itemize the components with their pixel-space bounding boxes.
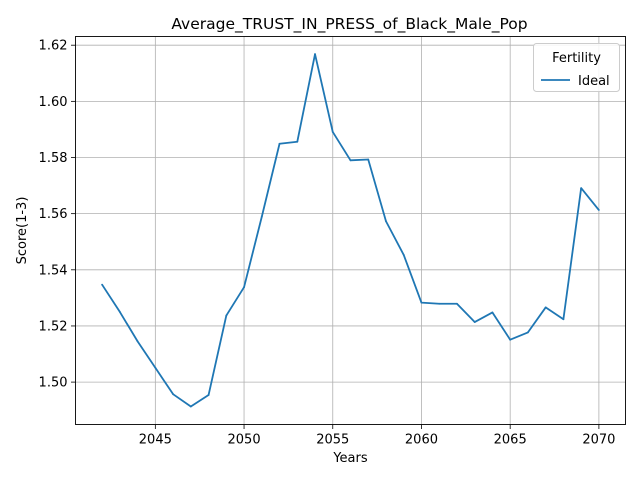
data-point	[243, 286, 245, 289]
data-point	[172, 393, 174, 396]
data-point	[189, 405, 192, 408]
y-tick-label: 1.56	[39, 207, 68, 222]
data-point	[473, 321, 476, 323]
y-tick-label: 1.52	[39, 319, 68, 334]
data-point	[509, 338, 512, 341]
x-tick-label: 2070	[582, 433, 615, 448]
y-tick-label: 1.60	[39, 95, 68, 110]
data-point	[225, 314, 228, 317]
data-point	[367, 158, 370, 161]
data-point	[278, 142, 281, 145]
data-point	[331, 131, 334, 133]
data-point	[456, 302, 458, 305]
x-axis-title: Years	[332, 451, 368, 466]
y-tick-label: 1.62	[39, 39, 68, 54]
x-tick-label: 2055	[316, 433, 349, 448]
series-layer	[101, 53, 600, 408]
data-point	[438, 302, 441, 305]
y-axis-ticks: 1.50 1.52 1.54 1.56 1.58 1.60 1.62	[39, 39, 76, 391]
y-tick-label: 1.58	[39, 151, 68, 166]
x-tick-label: 2045	[139, 433, 172, 448]
data-point	[597, 209, 600, 211]
data-point	[491, 311, 494, 314]
plot-frame	[75, 36, 626, 425]
data-point	[101, 283, 104, 286]
data-point	[544, 306, 547, 309]
legend-title: Fertility	[552, 51, 601, 66]
legend: Fertility Ideal	[533, 43, 620, 92]
data-point	[118, 311, 121, 313]
data-point	[527, 331, 529, 334]
data-point	[349, 159, 352, 162]
data-point	[402, 254, 405, 256]
data-point	[420, 301, 423, 304]
plot-area	[75, 36, 626, 425]
data-point	[580, 187, 583, 190]
data-point	[207, 394, 210, 396]
legend-label-ideal: Ideal	[578, 74, 610, 89]
x-tick-label: 2050	[228, 433, 261, 448]
x-axis-ticks: 2045 2050 2055 2060 2065 2070	[139, 424, 615, 448]
data-point	[154, 366, 157, 369]
grid-layer	[75, 36, 626, 425]
y-axis-title: Score(1-3)	[15, 197, 30, 265]
y-tick-label: 1.50	[39, 376, 68, 391]
x-tick-label: 2060	[405, 433, 438, 448]
data-point	[314, 53, 316, 56]
data-point	[136, 340, 139, 343]
chart-title: Average_TRUST_IN_PRESS_of_Black_Male_Pop	[171, 15, 527, 34]
data-point	[260, 215, 263, 218]
data-point	[385, 220, 387, 223]
data-point	[562, 318, 565, 321]
y-tick-label: 1.54	[39, 263, 68, 278]
data-point	[296, 140, 299, 143]
x-tick-label: 2065	[494, 433, 527, 448]
